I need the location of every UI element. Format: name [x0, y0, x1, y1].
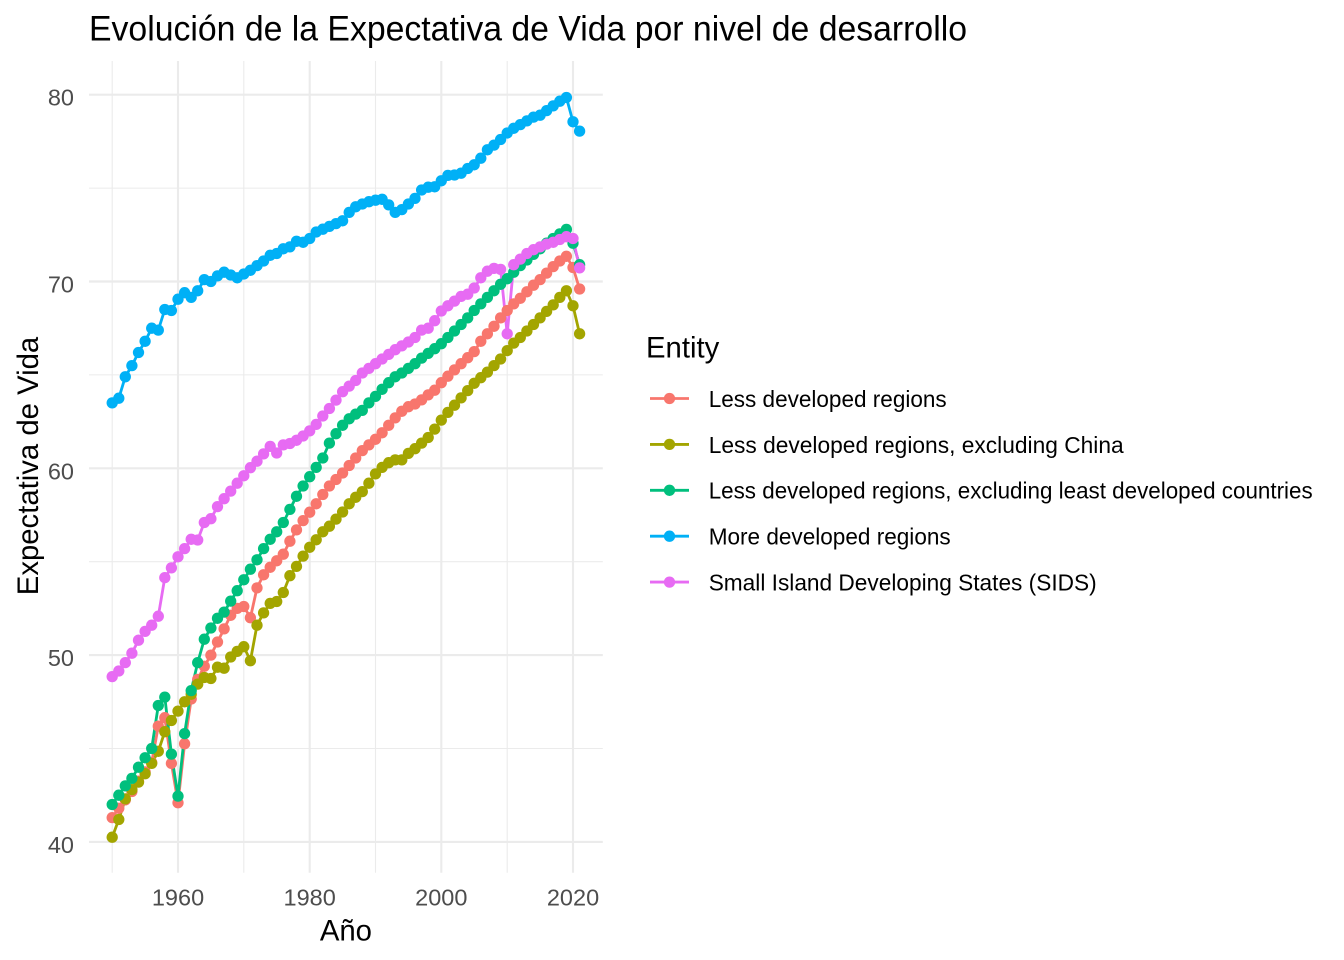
svg-text:70: 70: [48, 272, 74, 298]
svg-text:Evolución de la Expectativa de: Evolución de la Expectativa de Vida por …: [89, 9, 967, 48]
svg-text:2020: 2020: [547, 885, 599, 911]
svg-text:80: 80: [48, 85, 74, 111]
svg-text:2000: 2000: [415, 885, 467, 911]
svg-text:More developed regions: More developed regions: [709, 524, 951, 550]
svg-text:40: 40: [48, 832, 74, 858]
svg-text:Año: Año: [320, 915, 372, 948]
svg-text:Less developed regions, exclud: Less developed regions, excluding least …: [709, 478, 1313, 504]
svg-text:Expectativa de Vida: Expectativa de Vida: [12, 336, 45, 595]
svg-text:50: 50: [48, 645, 74, 671]
svg-text:Entity: Entity: [646, 332, 720, 365]
svg-text:Small Island Developing States: Small Island Developing States (SIDS): [709, 570, 1097, 596]
svg-text:Less developed regions, exclud: Less developed regions, excluding China: [709, 432, 1125, 458]
svg-text:1960: 1960: [152, 885, 204, 911]
svg-text:1980: 1980: [284, 885, 336, 911]
svg-text:60: 60: [48, 458, 74, 484]
svg-text:Less developed regions: Less developed regions: [709, 386, 947, 412]
